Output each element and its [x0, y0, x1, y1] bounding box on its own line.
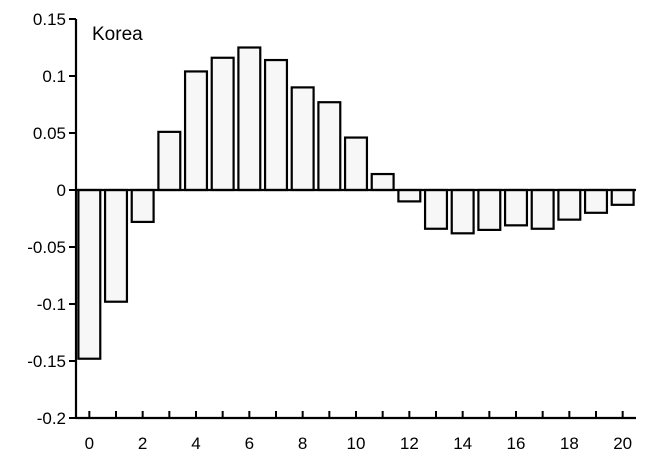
x-tick-label: 2 [138, 434, 147, 453]
x-tick-label: 0 [85, 434, 94, 453]
bar-0 [77, 188, 102, 360]
axes [69, 18, 636, 420]
bar-12 [397, 188, 422, 203]
x-tick-label: 10 [347, 434, 366, 453]
bar-6 [237, 46, 262, 192]
y-tick-label: 0.15 [33, 10, 66, 29]
x-tick-label: 6 [245, 434, 254, 453]
bar-16 [503, 188, 529, 227]
y-tick-label: 0.05 [33, 124, 66, 143]
x-tick-label: 18 [560, 434, 579, 453]
chart-title: Korea [92, 24, 143, 45]
bar-20 [610, 188, 635, 206]
y-tick-labels: 0.15 0.1 0.05 0 -0.05 -0.1 -0.15 -0.2 [27, 10, 66, 428]
bar-7 [263, 58, 289, 192]
bar-5 [210, 56, 235, 192]
bar-1 [103, 188, 129, 303]
bar-9 [317, 101, 342, 192]
bar-11 [370, 172, 395, 192]
y-tick-label: -0.15 [27, 352, 66, 371]
y-tick-label: -0.2 [37, 409, 66, 428]
bar-17 [530, 188, 555, 230]
x-tick-label: 12 [400, 434, 419, 453]
bar-8 [290, 86, 315, 192]
x-tick-label: 8 [298, 434, 307, 453]
x-tick-label: 4 [191, 434, 200, 453]
bar-18 [557, 188, 582, 221]
bar-3 [157, 130, 182, 192]
y-tick-label: 0.1 [42, 67, 66, 86]
x-tick-labels: 0 2 4 6 8 10 12 14 16 18 20 [85, 434, 633, 453]
y-tick-label: 0 [57, 181, 66, 200]
x-tick-label: 14 [453, 434, 472, 453]
bar-4 [183, 70, 209, 192]
x-tick-label: 20 [613, 434, 632, 453]
x-tick-label: 16 [507, 434, 526, 453]
bar-15 [477, 188, 502, 232]
bar-2 [130, 188, 155, 224]
bar-14 [450, 188, 475, 235]
bar-10 [343, 136, 369, 192]
bar-19 [583, 188, 609, 214]
bars [77, 46, 635, 360]
y-tick-label: -0.1 [37, 295, 66, 314]
bar-13 [423, 188, 449, 230]
y-tick-label: -0.05 [27, 238, 66, 257]
